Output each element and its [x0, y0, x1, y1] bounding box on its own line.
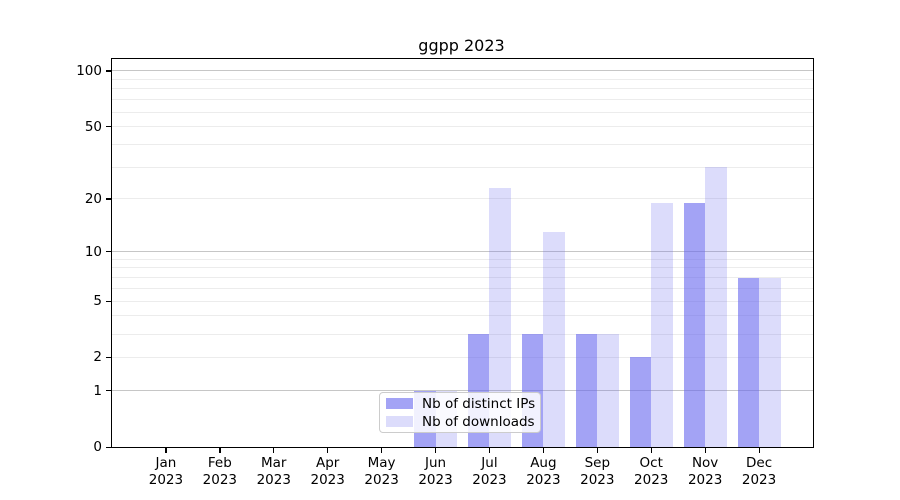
x-tick-mark [488, 448, 491, 453]
x-tick-mark [704, 448, 706, 453]
x-tick-label: Sep 2023 [580, 455, 615, 488]
x-tick-mark [650, 448, 652, 453]
y-tick-mark [106, 198, 111, 200]
y-tick-mark [106, 390, 111, 392]
x-tick-label: Mar 2023 [256, 455, 291, 488]
y-tick-mark [106, 251, 111, 253]
y-tick-label: 10 [84, 243, 102, 260]
x-tick-mark [542, 448, 545, 453]
plot-area [111, 58, 814, 448]
y-tick-label: 5 [93, 293, 102, 310]
y-gridline-major [112, 70, 813, 72]
x-tick-label: Jan 2023 [148, 455, 184, 488]
x-tick-label: Aug 2023 [526, 455, 561, 488]
y-tick-label: 100 [76, 62, 102, 79]
legend-swatch-distinct-ips-icon [386, 398, 413, 409]
y-tick-label: 20 [84, 190, 102, 207]
bar-downloads [759, 277, 781, 447]
y-gridline-minor [112, 99, 813, 101]
bar-distinct-ips [629, 357, 652, 447]
bar-downloads [705, 167, 727, 447]
y-gridline-minor [112, 356, 813, 358]
x-tick-mark [165, 448, 167, 453]
bar-downloads [597, 334, 619, 447]
x-tick-label: Apr 2023 [310, 455, 345, 488]
y-tick-label: 50 [84, 118, 102, 135]
legend-label-downloads: Nb of downloads [422, 413, 535, 430]
y-tick-mark [106, 356, 111, 359]
bar-distinct-ips [683, 202, 706, 447]
y-gridline-minor [112, 300, 813, 302]
y-gridline-minor [112, 315, 813, 317]
legend-row-distinct-ips: Nb of distinct IPs [386, 395, 536, 412]
x-tick-label: May 2023 [364, 455, 399, 488]
y-gridline-minor [112, 267, 813, 269]
y-gridline-minor [112, 88, 813, 90]
x-tick-label: Nov 2023 [687, 455, 723, 488]
y-gridline-major [112, 390, 813, 392]
y-tick-mark [106, 70, 111, 72]
x-tick-mark [219, 448, 221, 453]
y-gridline-minor [112, 111, 813, 113]
x-tick-label: Dec 2023 [741, 455, 777, 488]
y-gridline-minor [112, 78, 813, 80]
x-tick-mark [327, 448, 329, 453]
y-tick-mark [106, 126, 111, 128]
bar-downloads [489, 188, 512, 447]
bar-distinct-ips [737, 277, 760, 447]
y-tick-label: 2 [93, 349, 102, 366]
y-gridline-minor [112, 258, 813, 260]
y-tick-mark [106, 446, 111, 448]
x-tick-mark [273, 448, 275, 453]
bar-downloads [543, 231, 565, 447]
y-tick-mark [106, 300, 111, 302]
y-gridline-minor [112, 166, 813, 168]
x-tick-mark [435, 448, 437, 453]
y-gridline-minor [112, 198, 813, 200]
y-gridline-minor [112, 333, 813, 335]
y-gridline-major [112, 251, 813, 253]
x-tick-label: Jul 2023 [472, 455, 507, 488]
y-gridline-minor [112, 126, 813, 128]
y-tick-label: 1 [93, 382, 102, 399]
y-tick-label: 0 [93, 439, 102, 455]
legend-row-downloads: Nb of downloads [386, 413, 535, 430]
legend-label-distinct-ips: Nb of distinct IPs [422, 395, 536, 412]
legend: Nb of distinct IPs Nb of downloads [379, 392, 541, 433]
x-tick-mark [596, 448, 598, 453]
x-tick-label: Oct 2023 [634, 455, 669, 488]
y-gridline-minor [112, 277, 813, 279]
chart-title: ggpp 2023 [418, 36, 505, 55]
y-gridline-minor [112, 287, 813, 289]
y-gridline-minor [112, 143, 813, 145]
legend-swatch-downloads-icon [386, 416, 413, 427]
bar-distinct-ips [575, 334, 598, 447]
x-tick-mark [381, 448, 383, 453]
x-tick-mark [758, 448, 760, 453]
x-tick-label: Feb 2023 [202, 455, 238, 488]
x-tick-label: Jun 2023 [418, 455, 453, 488]
bar-downloads [651, 202, 673, 447]
